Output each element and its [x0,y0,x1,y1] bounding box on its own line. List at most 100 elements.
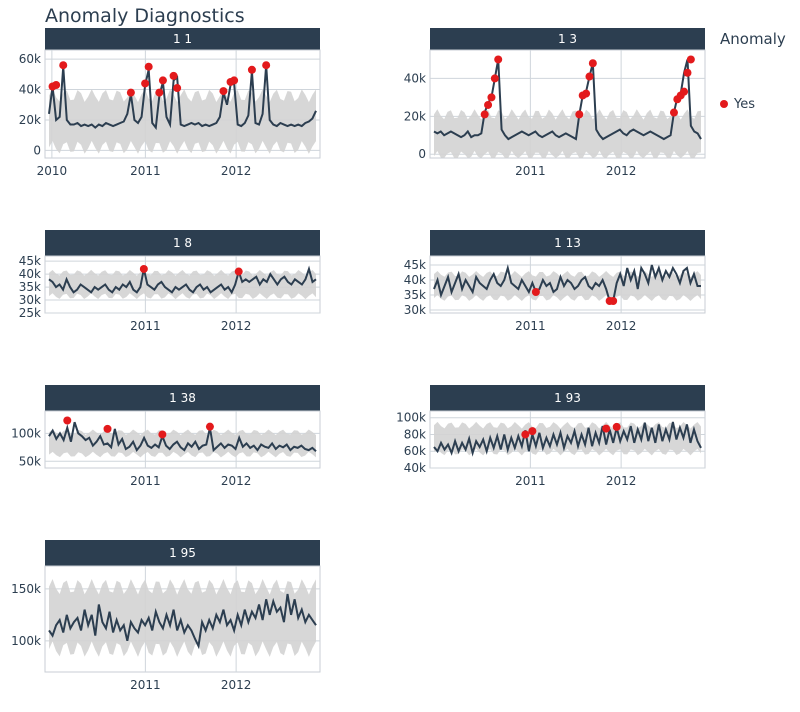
y-tick-label: 40k [404,461,426,475]
legend-item-label: Yes [734,97,755,112]
anomaly-point [585,72,594,81]
y-tick-label: 30k [19,293,41,307]
anomaly-point [683,68,692,77]
y-tick-label: 100k [11,634,41,648]
facet-strip [45,230,320,256]
anomaly-point [490,74,499,83]
anomaly-point [103,424,112,433]
confidence-band [434,271,701,301]
facet-panel: 1 93 40k 60k 80k 100k 2011 2012 [396,385,706,488]
series-line [433,59,702,141]
x-tick-label: 2011 [130,164,161,178]
anomaly-point [52,80,61,89]
anomaly-point [612,422,621,431]
x-tick-label: 2011 [130,474,161,488]
anomaly-point [59,61,68,70]
y-tick-label: 60k [404,444,426,458]
anomaly-point [480,110,489,119]
y-tick-label: 100k [11,426,41,440]
x-tick-label: 2011 [130,678,161,692]
y-tick-label: 25k [19,306,41,320]
anomaly-point [582,89,591,98]
anomaly-point [262,61,271,70]
y-tick-label: 50k [19,454,41,468]
y-tick-label: 30k [404,303,426,317]
series-line [48,421,317,453]
facet-strip [45,540,320,566]
anomaly-point [528,427,537,436]
anomaly-point [219,87,228,96]
x-tick-label: 2011 [515,164,546,178]
y-tick-label: 40k [19,267,41,281]
anomaly-point [126,88,135,97]
facet-strip [45,28,320,50]
anomaly-point [169,71,178,80]
y-tick-label: 100k [396,411,426,425]
facet-strip [430,230,705,256]
anomaly-point [230,76,239,85]
anomaly-point [141,79,150,88]
anomaly-point [173,84,182,93]
anomaly-point [487,93,496,102]
y-tick-label: 60k [19,52,41,66]
y-tick-label: 35k [19,280,41,294]
legend-title: Anomaly [720,30,786,48]
x-tick-label: 2012 [606,164,637,178]
anomaly-point [494,55,503,64]
x-tick-label: 2012 [221,474,252,488]
facet-strip-label: 1 3 [558,32,577,46]
y-tick-label: 0 [418,147,426,161]
y-tick-label: 20k [19,113,41,127]
y-tick-label: 40k [404,273,426,287]
chart-title: Anomaly Diagnostics [45,5,245,27]
anomaly-point [602,424,611,433]
anomaly-point [531,288,540,296]
facet-strip [430,28,705,50]
anomaly-point [669,108,678,117]
facet-strip-label: 1 93 [554,391,581,405]
x-tick-label: 2011 [515,319,546,333]
anomaly-point [144,62,153,71]
facet-panel: 1 1 0 20k 40k 60k 2010 2011 2012 [19,28,321,178]
y-tick-label: 40k [404,71,426,85]
y-tick-label: 40k [19,83,41,97]
x-tick-label: 2012 [221,678,252,692]
anomaly-point [158,430,167,439]
series-line [48,265,317,295]
facet-strip-label: 1 95 [169,546,196,560]
x-tick-label: 2012 [221,319,252,333]
anomaly-point [609,297,618,305]
x-tick-label: 2012 [606,319,637,333]
anomaly-point [139,264,148,273]
facet-strip [430,385,705,411]
facet-strip-label: 1 8 [173,236,192,250]
anomaly-point [63,416,72,425]
confidence-band [49,269,316,300]
facet-panel: 1 38 50k 100k 2011 2012 [11,385,321,488]
y-tick-label: 45k [404,258,426,272]
anomaly-point [575,110,584,119]
facet-panel: 1 3 0 20k 40k 2011 2012 [404,28,706,178]
y-tick-label: 80k [404,427,426,441]
legend-item-yes[interactable]: Yes [720,97,755,112]
facet-strip-label: 1 1 [173,32,192,46]
y-tick-label: 150k [11,582,41,596]
x-tick-label: 2011 [130,319,161,333]
anomaly-point [680,87,689,96]
anomaly-point [155,88,164,97]
facet-strip [45,385,320,411]
series-line [433,421,702,457]
facet-panel: 1 95 100k 150k 2011 2012 [11,540,321,692]
series-line [48,593,317,650]
anomaly-point [686,55,695,64]
y-tick-label: 35k [404,288,426,302]
anomaly-point [484,100,493,109]
facet-strip-label: 1 13 [554,236,581,250]
confidence-band [49,578,316,657]
x-tick-label: 2010 [37,164,68,178]
series-line [48,65,317,131]
y-tick-label: 20k [404,109,426,123]
x-tick-label: 2011 [515,474,546,488]
